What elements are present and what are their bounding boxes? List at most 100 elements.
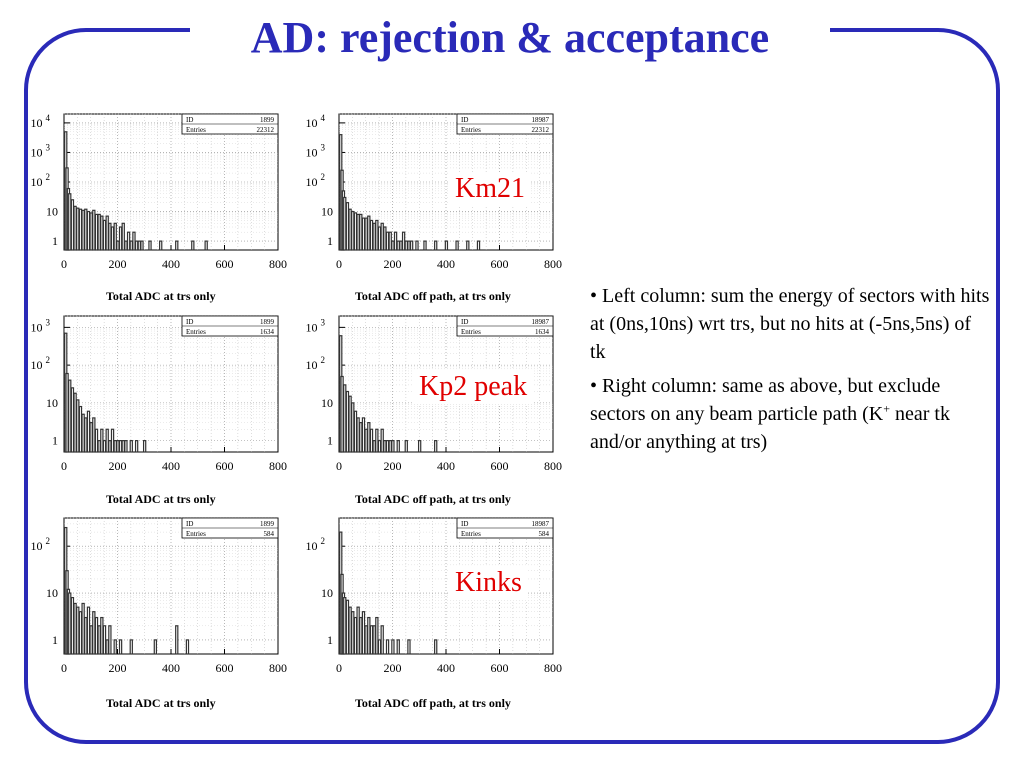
- histogram-bar: [409, 240, 414, 251]
- y-tick-label: 10 2: [306, 536, 326, 553]
- histogram-bar: [78, 208, 83, 251]
- y-tick-label: 10 2: [306, 172, 326, 189]
- histogram-bar: [455, 240, 459, 251]
- x-tick-label: 400: [162, 459, 180, 473]
- histogram-bar: [81, 413, 85, 453]
- histogram-bar: [388, 440, 392, 453]
- histogram-bar: [351, 611, 355, 655]
- histogram-bar: [84, 208, 88, 251]
- histogram-bar: [391, 639, 395, 655]
- histogram-bar: [348, 606, 352, 655]
- histogram-bar: [118, 440, 123, 453]
- x-tick-label: 0: [336, 459, 342, 473]
- histogram-bar: [116, 240, 120, 251]
- histogram-bar: [175, 240, 179, 251]
- histogram-bar: [153, 639, 158, 655]
- y-tick-label: 10 3: [306, 142, 326, 159]
- stats-key: Entries: [186, 126, 206, 134]
- histogram-bar: [466, 240, 470, 251]
- y-tick-label: 1: [52, 234, 58, 248]
- histogram-bar: [97, 625, 101, 655]
- histogram-bar: [385, 440, 390, 453]
- y-tick-label: 1: [52, 434, 58, 448]
- histogram-bar: [383, 226, 387, 251]
- histogram-bar: [92, 611, 96, 655]
- y-tick-label: 10 4: [306, 113, 326, 130]
- histogram-bar: [388, 231, 392, 251]
- histogram-bar: [89, 212, 93, 251]
- histogram-bar: [84, 417, 88, 453]
- histogram-bar: [367, 616, 371, 655]
- y-tick-label: 10 2: [31, 355, 51, 372]
- histogram-bar: [124, 240, 128, 251]
- histogram-bar: [351, 402, 355, 453]
- histogram-bar: [92, 417, 96, 453]
- tag-km21: Km21: [449, 172, 531, 206]
- histogram-bar: [70, 596, 75, 655]
- tag-kp2-peak: Kp2 peak: [413, 370, 534, 404]
- y-tick-label: 10 2: [306, 355, 326, 372]
- histogram-bar: [97, 440, 101, 453]
- x-tick-label: 400: [437, 459, 455, 473]
- y-tick-label: 10 4: [31, 113, 51, 130]
- histogram-bar: [367, 422, 371, 453]
- y-tick-label: 10 2: [31, 172, 51, 189]
- y-tick-label: 10: [46, 586, 58, 600]
- histogram-bar: [121, 222, 125, 251]
- histogram-bar: [375, 219, 379, 251]
- plot-frame: [63, 315, 279, 453]
- histogram-bar: [78, 405, 83, 453]
- y-tick-label: 1: [327, 234, 333, 248]
- histogram-bar: [372, 625, 376, 655]
- histogram-bar: [369, 625, 374, 655]
- histogram-bar: [343, 596, 347, 655]
- histogram-bar: [89, 422, 93, 453]
- stats-key: ID: [186, 318, 193, 326]
- x-tick-label: 800: [269, 661, 287, 675]
- histogram-bar: [396, 240, 400, 251]
- histogram-bar: [73, 205, 77, 251]
- x-tick-label: 400: [437, 257, 455, 271]
- histogram-bar: [380, 222, 384, 251]
- histogram-bar: [68, 379, 72, 453]
- histogram-bar: [140, 240, 144, 251]
- histogram-bar: [105, 428, 109, 453]
- histogram-bar: [356, 417, 360, 453]
- x-tick-label: 400: [162, 661, 180, 675]
- stats-value: 1899: [260, 116, 275, 124]
- histogram-bar: [97, 213, 101, 251]
- histogram-bar: [175, 625, 179, 655]
- x-tick-label: 0: [61, 459, 67, 473]
- histogram-bars: [64, 526, 190, 655]
- histogram-bar: [94, 213, 99, 251]
- stats-key: ID: [186, 116, 193, 124]
- y-tick-label: 1: [327, 633, 333, 647]
- x-tick-label: 600: [491, 661, 509, 675]
- histogram-bar: [407, 639, 411, 655]
- y-tick-label: 10: [321, 396, 333, 410]
- histogram-bar: [359, 422, 363, 453]
- histogram-panel-5: 0 200 400 600 800 1 10 10 2 ID 1899 Entries 584: [30, 512, 287, 687]
- histogram-bar: [68, 592, 72, 655]
- histogram-6: 0 200 400 600 800 1 10 10 2 ID 18987 Entries 584: [306, 517, 562, 675]
- histogram-bar: [396, 440, 400, 453]
- x-tick-label: 200: [109, 661, 127, 675]
- histogram-bar: [407, 240, 411, 251]
- x-tick-label: 600: [491, 257, 509, 271]
- stats-value: 584: [539, 530, 550, 538]
- histogram-bar: [70, 199, 75, 251]
- histogram-bars: [64, 131, 208, 251]
- bullet-mark: •: [590, 285, 603, 307]
- histogram-bar: [86, 410, 91, 453]
- stats-key: Entries: [461, 328, 481, 336]
- histogram-bar: [372, 440, 376, 453]
- histogram-bar: [375, 428, 379, 453]
- histogram-bar: [134, 240, 139, 251]
- stats-key: Entries: [186, 530, 206, 538]
- histogram-bar: [380, 625, 384, 655]
- stats-value: 1899: [260, 520, 275, 528]
- y-tick-label: 10: [46, 396, 58, 410]
- histogram-bar: [81, 209, 85, 251]
- stats-value: 1899: [260, 318, 275, 326]
- histogram-bar: [113, 440, 117, 453]
